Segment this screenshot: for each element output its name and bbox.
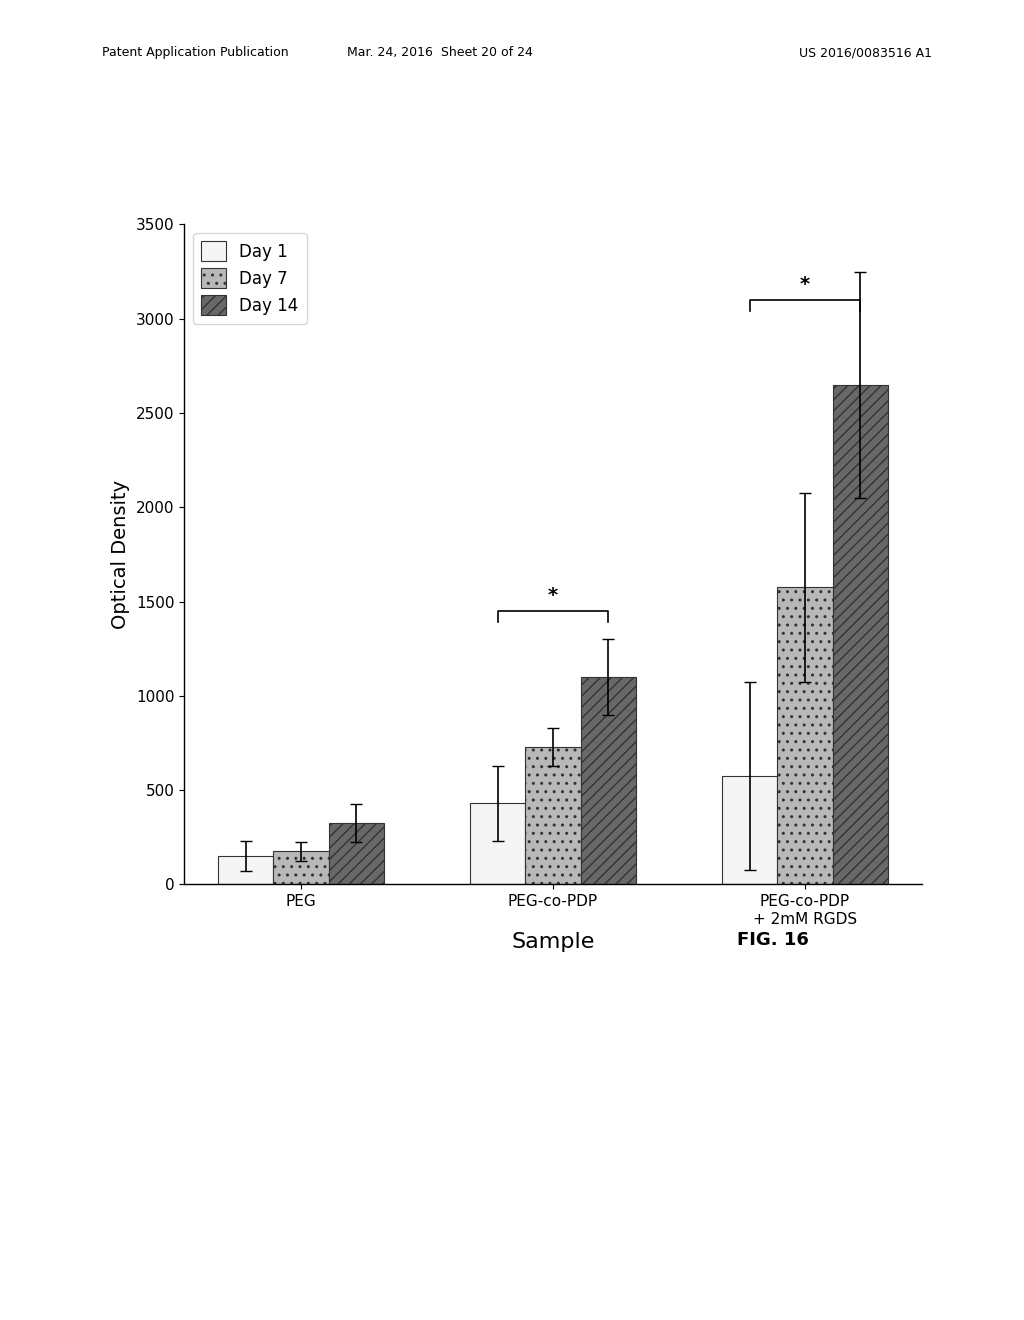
Legend: Day 1, Day 7, Day 14: Day 1, Day 7, Day 14 xyxy=(193,232,307,323)
Text: US 2016/0083516 A1: US 2016/0083516 A1 xyxy=(799,46,932,59)
Bar xyxy=(525,747,581,884)
Text: *: * xyxy=(800,275,810,294)
Bar xyxy=(470,804,525,884)
Bar xyxy=(722,776,777,884)
Bar xyxy=(329,824,384,884)
X-axis label: Sample: Sample xyxy=(511,932,595,952)
Bar xyxy=(581,677,636,884)
Text: Mar. 24, 2016  Sheet 20 of 24: Mar. 24, 2016 Sheet 20 of 24 xyxy=(347,46,534,59)
Y-axis label: Optical Density: Optical Density xyxy=(112,480,130,628)
Bar xyxy=(777,587,833,884)
Bar xyxy=(273,851,329,884)
Text: Patent Application Publication: Patent Application Publication xyxy=(102,46,289,59)
Text: *: * xyxy=(548,586,558,606)
Bar xyxy=(833,384,888,884)
Bar xyxy=(218,857,273,884)
Text: FIG. 16: FIG. 16 xyxy=(737,931,809,949)
